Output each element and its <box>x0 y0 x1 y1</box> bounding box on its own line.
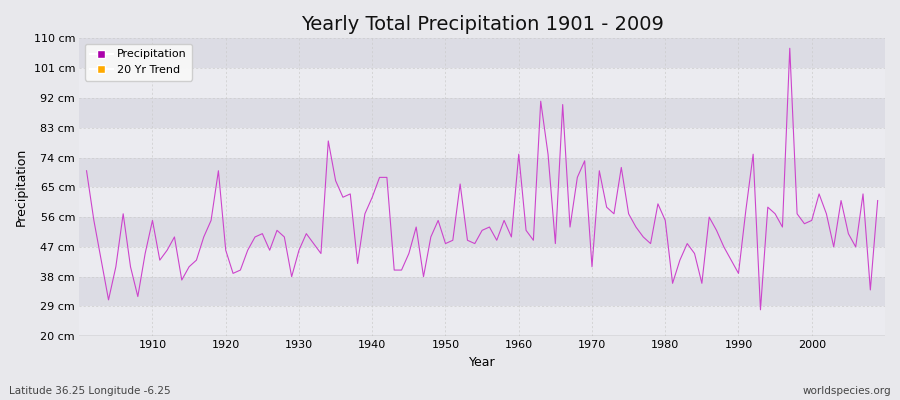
Bar <box>79 247 885 277</box>
Title: Yearly Total Precipitation 1901 - 2009: Yearly Total Precipitation 1901 - 2009 <box>301 15 663 34</box>
Legend: Precipitation, 20 Yr Trend: Precipitation, 20 Yr Trend <box>85 44 193 80</box>
Bar <box>79 158 885 187</box>
Bar <box>79 306 885 336</box>
Y-axis label: Precipitation: Precipitation <box>15 148 28 226</box>
X-axis label: Year: Year <box>469 356 495 369</box>
Bar <box>79 38 885 68</box>
Text: Latitude 36.25 Longitude -6.25: Latitude 36.25 Longitude -6.25 <box>9 386 171 396</box>
Bar <box>79 128 885 158</box>
Text: worldspecies.org: worldspecies.org <box>803 386 891 396</box>
Bar <box>79 217 885 247</box>
Bar <box>79 98 885 128</box>
Bar <box>79 68 885 98</box>
Bar <box>79 277 885 306</box>
Bar <box>79 187 885 217</box>
